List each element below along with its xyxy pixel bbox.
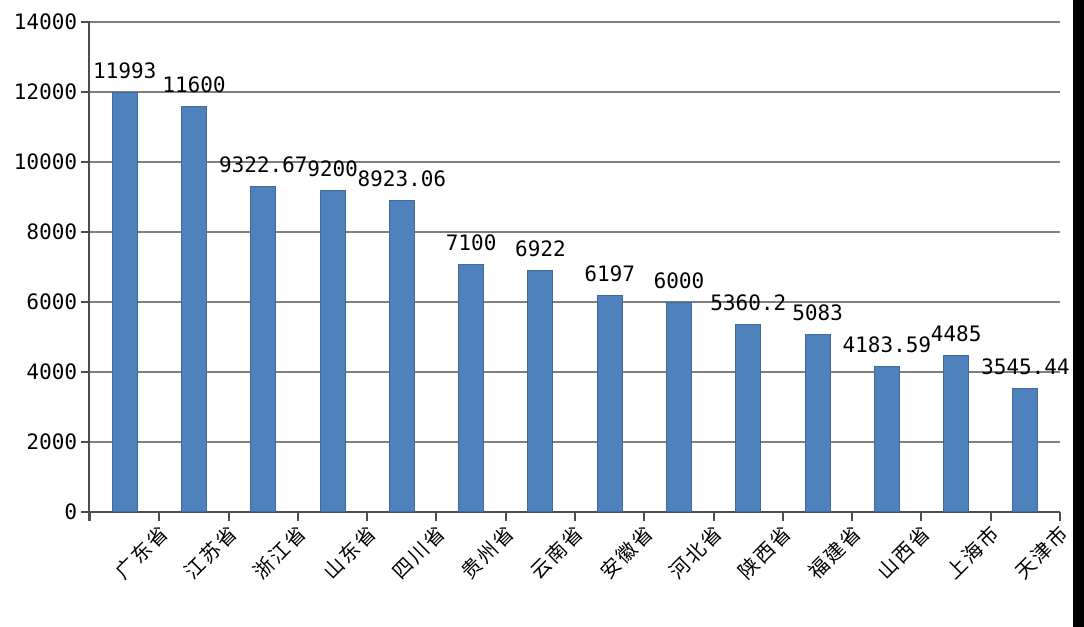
y-axis-tick-label: 2000 [26,430,77,454]
bar-value-label: 3545.44 [981,354,1070,379]
bar [665,302,692,512]
y-axis-tick [81,91,90,93]
bar-value-label: 5360.2 [710,291,787,316]
bar-value-label: 7100 [445,230,497,255]
bar-value-label: 6197 [584,262,635,287]
x-axis-tick [574,512,576,521]
bar [943,355,970,512]
bar-value-label: 5083 [792,301,843,326]
x-axis-category-label: 山西省 [872,520,936,584]
y-axis-tick-label: 12000 [13,80,77,104]
gridline [90,371,1060,373]
x-axis-category-label: 江苏省 [179,520,243,584]
bar [250,185,277,512]
gridline [90,301,1060,303]
x-axis-tick [989,512,992,521]
x-axis-category-label: 河北省 [664,520,728,584]
y-axis-tick [81,371,90,373]
bar [319,190,346,512]
bar [527,269,554,512]
y-axis-tick [81,301,90,303]
gridline [90,21,1060,23]
x-axis-tick [920,512,923,521]
y-axis-tick-label: 10000 [13,150,77,174]
x-axis-tick [781,512,784,521]
x-axis-tick [158,512,161,521]
gridline [90,441,1060,443]
y-axis-tick-label: 6000 [26,290,77,314]
bar [873,365,900,512]
x-axis-category-label: 上海市 [941,520,1006,584]
x-axis-tick [1059,512,1061,521]
bar-value-label: 6000 [653,269,705,293]
y-axis-tick [81,231,90,233]
bar-value-label: 9322.67 [218,152,308,177]
x-axis-category-label: 天津市 [1010,520,1075,584]
x-axis-tick [851,512,854,521]
bar [804,334,831,512]
x-axis-tick [712,512,715,521]
bar [388,199,415,512]
bar [111,92,138,512]
bar [735,324,762,512]
y-axis-tick-label: 14000 [13,10,77,34]
bar-value-label: 11600 [162,73,226,97]
bar-value-label: 9200 [307,157,358,181]
gridline [90,161,1060,163]
y-axis-line [88,22,90,521]
y-axis-tick [81,441,90,443]
bar-value-label: 8923.06 [357,166,447,191]
bar-value-label: 4183.59 [842,332,932,357]
x-axis-tick [89,512,91,521]
gridline [90,231,1060,233]
gridline [90,91,1060,93]
y-axis-tick-label: 0 [64,500,77,524]
x-axis-category-label: 四川省 [387,520,451,584]
y-axis-tick [81,21,90,23]
y-axis-tick [81,511,90,513]
bar-value-label: 4485 [930,322,982,347]
x-axis-category-label: 云南省 [525,520,590,584]
y-axis-tick-label: 8000 [26,220,77,244]
x-axis-tick [227,512,230,521]
y-axis-tick-label: 4000 [26,360,77,384]
x-axis-category-label: 陕西省 [733,520,798,584]
x-axis-category-label: 安徽省 [594,520,659,584]
bar [596,295,623,512]
bar [180,106,207,512]
bar-value-label: 6922 [515,236,566,261]
x-axis-category-label: 福建省 [802,520,867,584]
x-axis-category-label: 浙江省 [248,520,313,584]
x-axis-tick [296,512,299,521]
x-axis-category-label: 山东省 [317,520,382,584]
bar [458,263,485,512]
x-axis-tick [366,512,369,521]
bar [1012,387,1039,512]
bar-value-label: 11993 [93,59,157,84]
right-border-bar [1073,0,1084,627]
x-axis-tick [643,512,646,521]
x-axis-tick [504,512,507,521]
x-axis-tick [435,512,438,521]
x-axis-category-label: 广东省 [109,520,174,584]
y-axis-tick [81,161,90,163]
x-axis-category-label: 贵州省 [456,520,521,584]
